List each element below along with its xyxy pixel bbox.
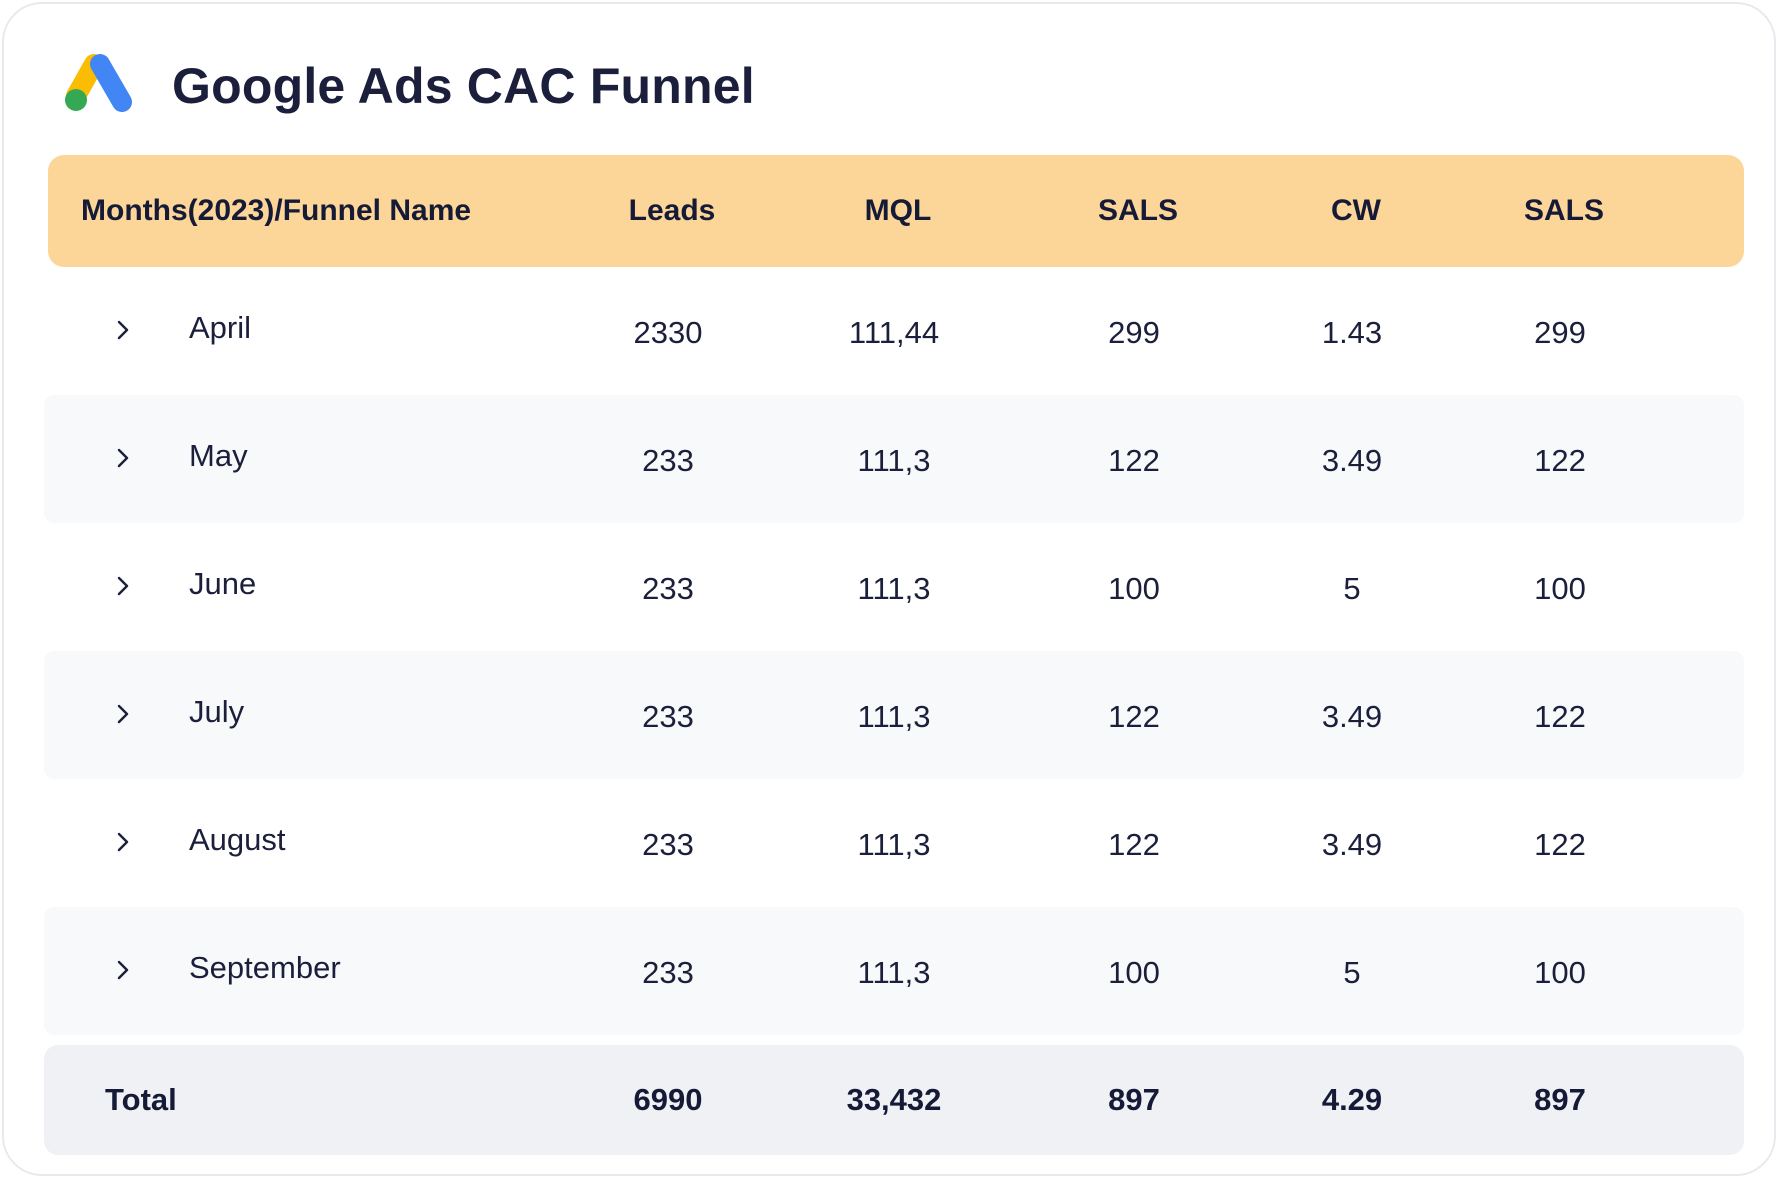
sals-value: 122 <box>1108 827 1160 862</box>
column-header-leads[interactable]: Leads <box>628 194 716 227</box>
page-title: Google Ads CAC Funnel <box>172 58 755 114</box>
total-label: Total <box>105 1082 177 1117</box>
cw-value: 5 <box>1343 955 1361 990</box>
mql-value: 111,3 <box>857 955 931 990</box>
sals-2-value: 122 <box>1534 699 1586 734</box>
column-header-mql[interactable]: MQL <box>864 194 932 227</box>
leads-value: 233 <box>642 571 694 606</box>
chevron-right-icon[interactable] <box>110 317 136 343</box>
month-label: April <box>189 310 252 346</box>
total-leads-value: 6990 <box>633 1082 703 1117</box>
card-header: Google Ads CAC Funnel <box>64 48 755 124</box>
sals-2-value: 122 <box>1534 443 1586 478</box>
cw-value: 3.49 <box>1321 443 1383 478</box>
table-header-row: Months(2023)/Funnel Name Leads MQL SALS … <box>48 155 1744 267</box>
total-cw-value: 4.29 <box>1321 1082 1383 1117</box>
table-row[interactable]: April 2330 111,44 299 1.43 299 <box>44 267 1744 395</box>
leads-value: 233 <box>642 955 694 990</box>
sals-value: 100 <box>1108 571 1160 606</box>
sals-2-value: 299 <box>1534 315 1586 350</box>
sals-value: 100 <box>1108 955 1160 990</box>
sals-2-value: 122 <box>1534 827 1586 862</box>
sals-2-value: 100 <box>1534 955 1586 990</box>
table-row[interactable]: May 233 111,3 122 3.49 122 <box>44 395 1744 523</box>
column-header-sals[interactable]: SALS <box>1097 194 1178 227</box>
cw-value: 3.49 <box>1321 827 1383 862</box>
table-row[interactable]: September 233 111,3 100 5 100 <box>44 907 1744 1035</box>
column-header-cw[interactable]: CW <box>1331 194 1381 227</box>
google-ads-logo-icon <box>65 54 132 112</box>
month-label: July <box>189 694 245 730</box>
total-sals-2-value: 897 <box>1534 1082 1586 1117</box>
total-sals-value: 897 <box>1108 1082 1160 1117</box>
mql-value: 111,3 <box>857 827 931 862</box>
mql-value: 111,3 <box>857 571 931 606</box>
funnel-table: Months(2023)/Funnel Name Leads MQL SALS … <box>44 155 1744 1155</box>
leads-value: 233 <box>642 827 694 862</box>
cw-value: 1.43 <box>1321 315 1383 350</box>
table-row[interactable]: August 233 111,3 122 3.49 122 <box>44 779 1744 907</box>
leads-value: 2330 <box>633 315 703 350</box>
chevron-right-icon[interactable] <box>110 829 136 855</box>
cw-value: 5 <box>1343 571 1361 606</box>
sals-2-value: 100 <box>1534 571 1586 606</box>
cw-value: 3.49 <box>1321 699 1383 734</box>
table-row[interactable]: July 233 111,3 122 3.49 122 <box>44 651 1744 779</box>
chevron-right-icon[interactable] <box>110 445 136 471</box>
month-label: August <box>189 822 286 858</box>
mql-value: 111,3 <box>857 699 931 734</box>
leads-value: 233 <box>642 443 694 478</box>
month-label: May <box>189 438 248 474</box>
table-row[interactable]: June 233 111,3 100 5 100 <box>44 523 1744 651</box>
table-total-row: Total 6990 33,432 897 4.29 897 <box>44 1045 1744 1155</box>
chevron-right-icon[interactable] <box>110 573 136 599</box>
sals-value: 122 <box>1108 699 1160 734</box>
month-label: June <box>189 566 257 602</box>
mql-value: 111,3 <box>857 443 931 478</box>
total-mql-value: 33,432 <box>846 1082 942 1117</box>
column-header-sals-2[interactable]: SALS <box>1523 194 1604 227</box>
sals-value: 299 <box>1108 315 1160 350</box>
sals-value: 122 <box>1108 443 1160 478</box>
month-label: September <box>189 950 341 986</box>
column-header-month[interactable]: Months(2023)/Funnel Name <box>81 194 472 227</box>
leads-value: 233 <box>642 699 694 734</box>
chevron-right-icon[interactable] <box>110 701 136 727</box>
mql-value: 111,44 <box>848 315 940 350</box>
chevron-right-icon[interactable] <box>110 957 136 983</box>
